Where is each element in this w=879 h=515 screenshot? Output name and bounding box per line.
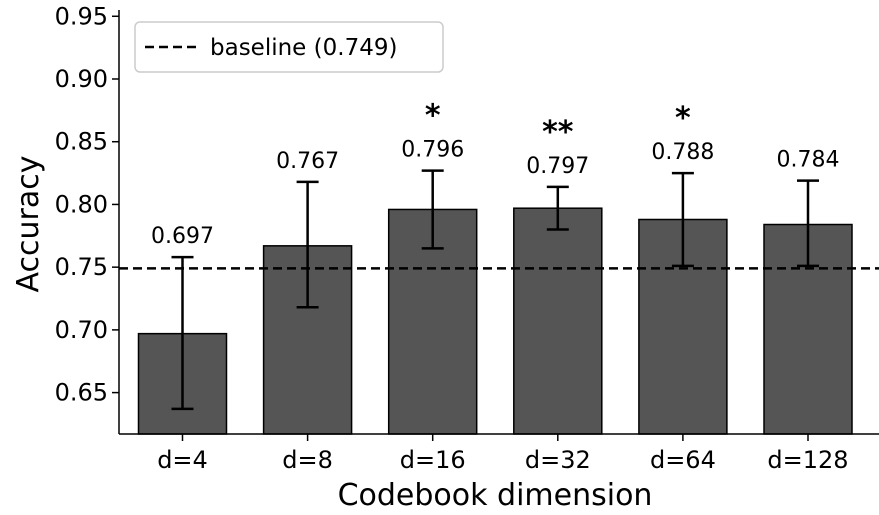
y-tick-label-0.75: 0.75 (55, 253, 108, 281)
y-axis-title: Accuracy (11, 156, 46, 293)
legend-box (134, 21, 444, 73)
significance-label-d=32: ** (542, 115, 574, 150)
x-axis-title: Codebook dimension (338, 478, 653, 513)
x-tick-label-d=128: d=128 (767, 446, 848, 474)
y-tick-label-0.70: 0.70 (55, 316, 108, 344)
value-label-d=4: 0.697 (151, 224, 214, 249)
significance-label-d=64: * (675, 101, 691, 136)
x-tick-label-d=8: d=8 (282, 446, 333, 474)
y-tick-label-0.65: 0.65 (55, 379, 108, 407)
y-tick-label-0.95: 0.95 (55, 2, 108, 30)
axes-group: 0.65 0.70 0.75 0.80 0.85 0.90 0.95 d=4 d=8 d=16 d=… (55, 2, 879, 474)
value-label-d=128: 0.784 (777, 148, 840, 173)
value-label-d=64: 0.788 (651, 140, 714, 165)
y-tick-label-0.90: 0.90 (55, 65, 108, 93)
x-tick-label-d=64: d=64 (650, 446, 716, 474)
bar-d=32 (513, 207, 603, 435)
value-label-d=16: 0.796 (401, 138, 464, 163)
legend-baseline-label: baseline (0.749) (210, 35, 397, 61)
value-labels-group: 0.697 0.767 0.796 * 0.797 ** 0.788 * 0.784 (151, 99, 839, 250)
error-bars-group (171, 169, 819, 411)
x-tick-label-d=4: d=4 (157, 446, 208, 474)
value-label-d=32: 0.797 (526, 154, 589, 179)
value-label-d=8: 0.767 (276, 149, 339, 174)
y-tick-label-0.85: 0.85 (55, 128, 108, 156)
x-tick-label-d=16: d=16 (400, 446, 466, 474)
legend: baseline (0.749) (134, 21, 444, 73)
x-tick-label-d=32: d=32 (525, 446, 591, 474)
y-tick-label-0.80: 0.80 (55, 190, 108, 218)
bars-group (137, 207, 853, 435)
significance-label-d=16: * (425, 99, 441, 134)
